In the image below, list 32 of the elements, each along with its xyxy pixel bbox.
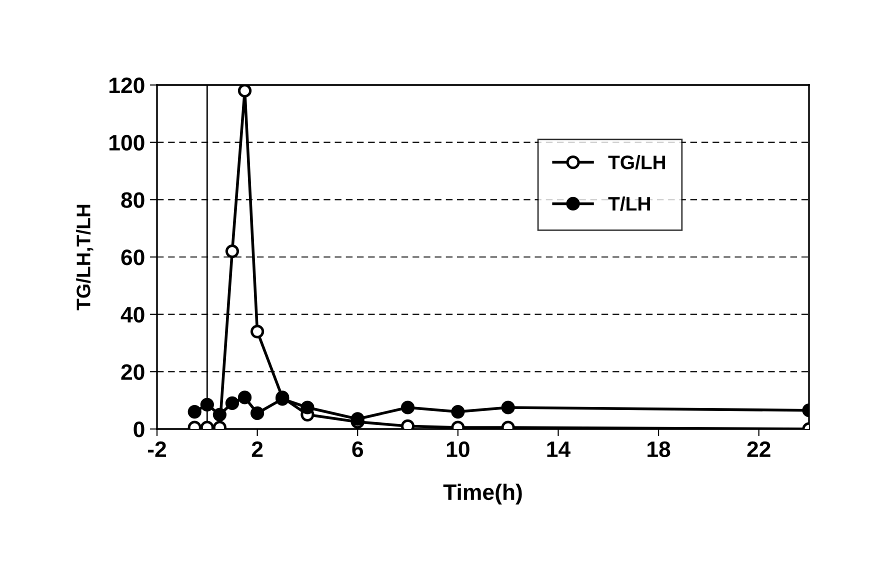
x-axis-title: Time(h)	[443, 484, 522, 504]
point	[188, 404, 202, 419]
point	[212, 408, 226, 422]
point	[238, 390, 252, 404]
point	[250, 406, 264, 420]
point	[501, 400, 515, 414]
legend-label: T/LH	[608, 196, 650, 211]
point	[350, 412, 364, 426]
point	[300, 400, 314, 414]
point	[225, 244, 240, 258]
point	[451, 404, 465, 419]
y-tick-label: 40	[120, 306, 144, 323]
legend-label: TG/LH	[608, 155, 666, 170]
point	[225, 396, 240, 410]
y-tick-label: 0	[134, 422, 144, 438]
point	[400, 400, 415, 414]
y-tick-label: 120	[110, 78, 144, 94]
y-tick-label: 20	[121, 364, 144, 380]
x-tick-label: 2	[252, 441, 263, 457]
x-tick-label: 22	[747, 441, 770, 457]
y-axis-title: TG/LH,T/LH	[76, 204, 94, 310]
point	[238, 85, 252, 98]
x-tick-label: 10	[446, 441, 470, 458]
point	[250, 324, 264, 338]
point	[200, 398, 214, 412]
x-tick-label: 18	[648, 441, 670, 458]
x-tick-label: 6	[352, 441, 363, 458]
y-tick-label: 100	[110, 134, 144, 151]
y-tick-label: 80	[121, 192, 144, 208]
y-tick-label: 60	[121, 250, 144, 266]
x-tick-label: 14	[547, 442, 570, 457]
x-tick-label: -2	[148, 441, 166, 457]
